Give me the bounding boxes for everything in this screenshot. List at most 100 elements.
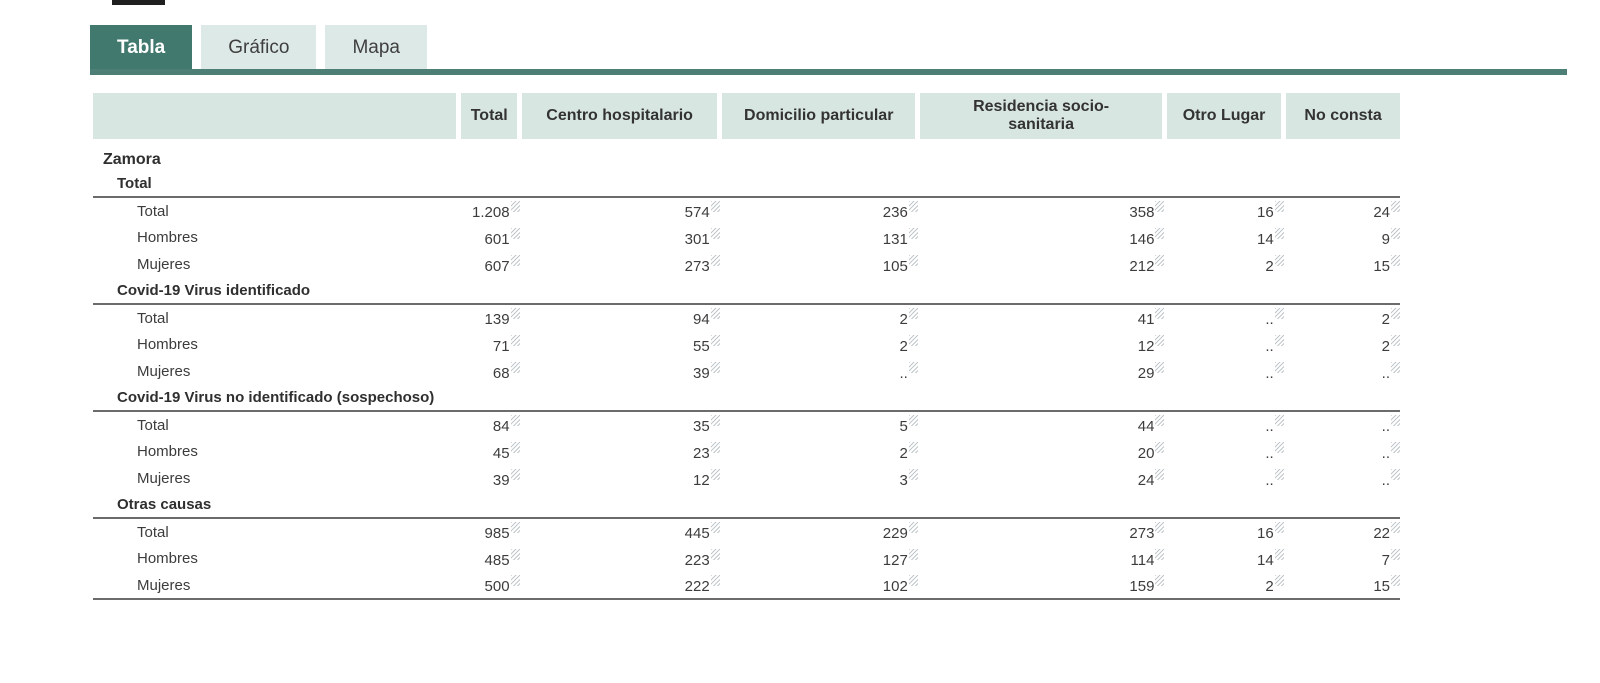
- cell-value: ..: [1265, 364, 1274, 382]
- column-header-label: No consta: [1304, 106, 1382, 124]
- footnote-hatch-icon: [908, 308, 918, 319]
- group-label: Covid-19 Virus no identificado (sospecho…: [93, 385, 1400, 412]
- row-label: Mujeres: [137, 576, 191, 594]
- tab-mapa[interactable]: Mapa: [325, 25, 427, 70]
- value-cell: 301: [520, 224, 720, 251]
- footnote-hatch-icon: [1274, 361, 1284, 373]
- top-crop-artifact: [112, 0, 165, 5]
- cell-value: 24: [1137, 471, 1155, 489]
- cell-value: 23: [693, 444, 710, 462]
- cell-value: 222: [684, 578, 710, 595]
- value-cell: 14: [1164, 224, 1284, 251]
- table-header: Total Centro hospitalario Domicilio partic…: [93, 93, 1400, 139]
- cell-value: 39: [492, 471, 510, 489]
- value-cell: 146: [918, 224, 1165, 251]
- footnote-hatch-icon: [1155, 361, 1165, 373]
- cell-value: 500: [484, 578, 510, 595]
- cell-value: 273: [1129, 525, 1155, 542]
- footnote-hatch-icon: [908, 254, 918, 266]
- footnote-hatch-icon: [1155, 254, 1165, 266]
- cell-value: 212: [1129, 257, 1155, 275]
- footnote-hatch-icon: [1274, 468, 1284, 480]
- footnote-hatch-icon: [908, 201, 918, 212]
- tab-grafico[interactable]: Gráfico: [201, 25, 317, 70]
- value-cell: 273: [520, 251, 720, 278]
- cell-value: 485: [484, 551, 510, 569]
- value-cell: 114: [918, 545, 1165, 572]
- cell-value: 35: [693, 418, 710, 435]
- region-row: Zamora: [93, 139, 1400, 171]
- value-cell: 2: [1164, 251, 1284, 278]
- footnote-hatch-icon: [1274, 548, 1284, 560]
- row-label: Total: [137, 416, 169, 434]
- cell-value: 105: [882, 257, 908, 275]
- footnote-hatch-icon: [710, 522, 720, 533]
- table-row: Hombres 45 23 2 20....: [93, 438, 1400, 465]
- value-cell: 44: [918, 411, 1165, 438]
- column-header-label: Otro Lugar: [1182, 106, 1266, 124]
- footnote-hatch-icon: [908, 415, 918, 426]
- footnote-hatch-icon: [908, 468, 918, 480]
- footnote-hatch-icon: [1391, 415, 1400, 426]
- value-cell: 3: [720, 465, 918, 492]
- footnote-hatch-icon: [1155, 334, 1165, 346]
- column-header-label: Total: [470, 106, 508, 124]
- table-row: Total 84 35 5 44....: [93, 411, 1400, 438]
- tab-tabla[interactable]: Tabla: [90, 25, 193, 70]
- table-row: Hombres 601 301 131 146 14 9: [93, 224, 1400, 251]
- cell-value: 7: [1381, 551, 1390, 569]
- value-cell: 127: [720, 545, 918, 572]
- footnote-hatch-icon: [510, 254, 520, 266]
- value-cell: 84: [459, 411, 520, 438]
- value-cell: 7: [1284, 545, 1400, 572]
- footnote-hatch-icon: [1155, 227, 1165, 239]
- cell-value: 12: [693, 471, 710, 489]
- value-cell: 607: [459, 251, 520, 278]
- footnote-hatch-icon: [1391, 548, 1400, 560]
- cell-value: 41: [1137, 311, 1155, 328]
- value-cell: 236: [720, 197, 918, 224]
- tab-bar: Tabla Gráfico Mapa: [90, 25, 427, 70]
- cell-value: 24: [1373, 204, 1390, 221]
- value-cell: 212: [918, 251, 1165, 278]
- value-cell: 12: [918, 331, 1165, 358]
- footnote-hatch-icon: [510, 575, 520, 586]
- footnote-hatch-icon: [1155, 308, 1165, 319]
- footnote-hatch-icon: [510, 415, 520, 426]
- table-row: Hombres 71 55 2 12.. 2: [93, 331, 1400, 358]
- value-cell: 273: [918, 518, 1165, 545]
- footnote-hatch-icon: [1391, 308, 1400, 319]
- footnote-hatch-icon: [710, 468, 720, 480]
- cell-value: 71: [492, 337, 510, 355]
- cell-value: ..: [1381, 444, 1390, 462]
- group-row: Total: [93, 171, 1400, 198]
- cell-value: 2: [1265, 578, 1274, 595]
- cell-value: 55: [693, 337, 710, 355]
- column-header-5: No consta: [1281, 93, 1400, 139]
- footnote-hatch-icon: [1274, 522, 1284, 533]
- value-cell: 159: [918, 572, 1165, 599]
- header-row: Total Centro hospitalario Domicilio partic…: [93, 93, 1400, 139]
- value-cell: 222: [520, 572, 720, 599]
- cell-value: 127: [882, 551, 908, 569]
- footnote-hatch-icon: [908, 522, 918, 533]
- row-label: Total: [137, 202, 169, 220]
- value-cell: 14: [1164, 545, 1284, 572]
- value-cell: 41: [918, 304, 1165, 331]
- cell-value: 14: [1257, 230, 1274, 248]
- value-cell: ..: [1164, 331, 1284, 358]
- data-table: Total Centro hospitalario Domicilio partic…: [93, 93, 1400, 600]
- cell-value: ..: [1265, 311, 1274, 328]
- value-cell: ..: [1164, 411, 1284, 438]
- value-cell: 985: [459, 518, 520, 545]
- value-cell: 500: [459, 572, 520, 599]
- value-cell: 2: [720, 438, 918, 465]
- column-header-label: Domicilio particular: [744, 106, 894, 124]
- footnote-hatch-icon: [908, 334, 918, 346]
- value-cell: 15: [1284, 251, 1400, 278]
- cell-value: 114: [1130, 551, 1155, 569]
- column-header-label: Centro hospitalario: [546, 106, 693, 124]
- cell-value: 14: [1257, 551, 1274, 569]
- cell-value: 358: [1129, 204, 1155, 221]
- footnote-hatch-icon: [1155, 468, 1165, 480]
